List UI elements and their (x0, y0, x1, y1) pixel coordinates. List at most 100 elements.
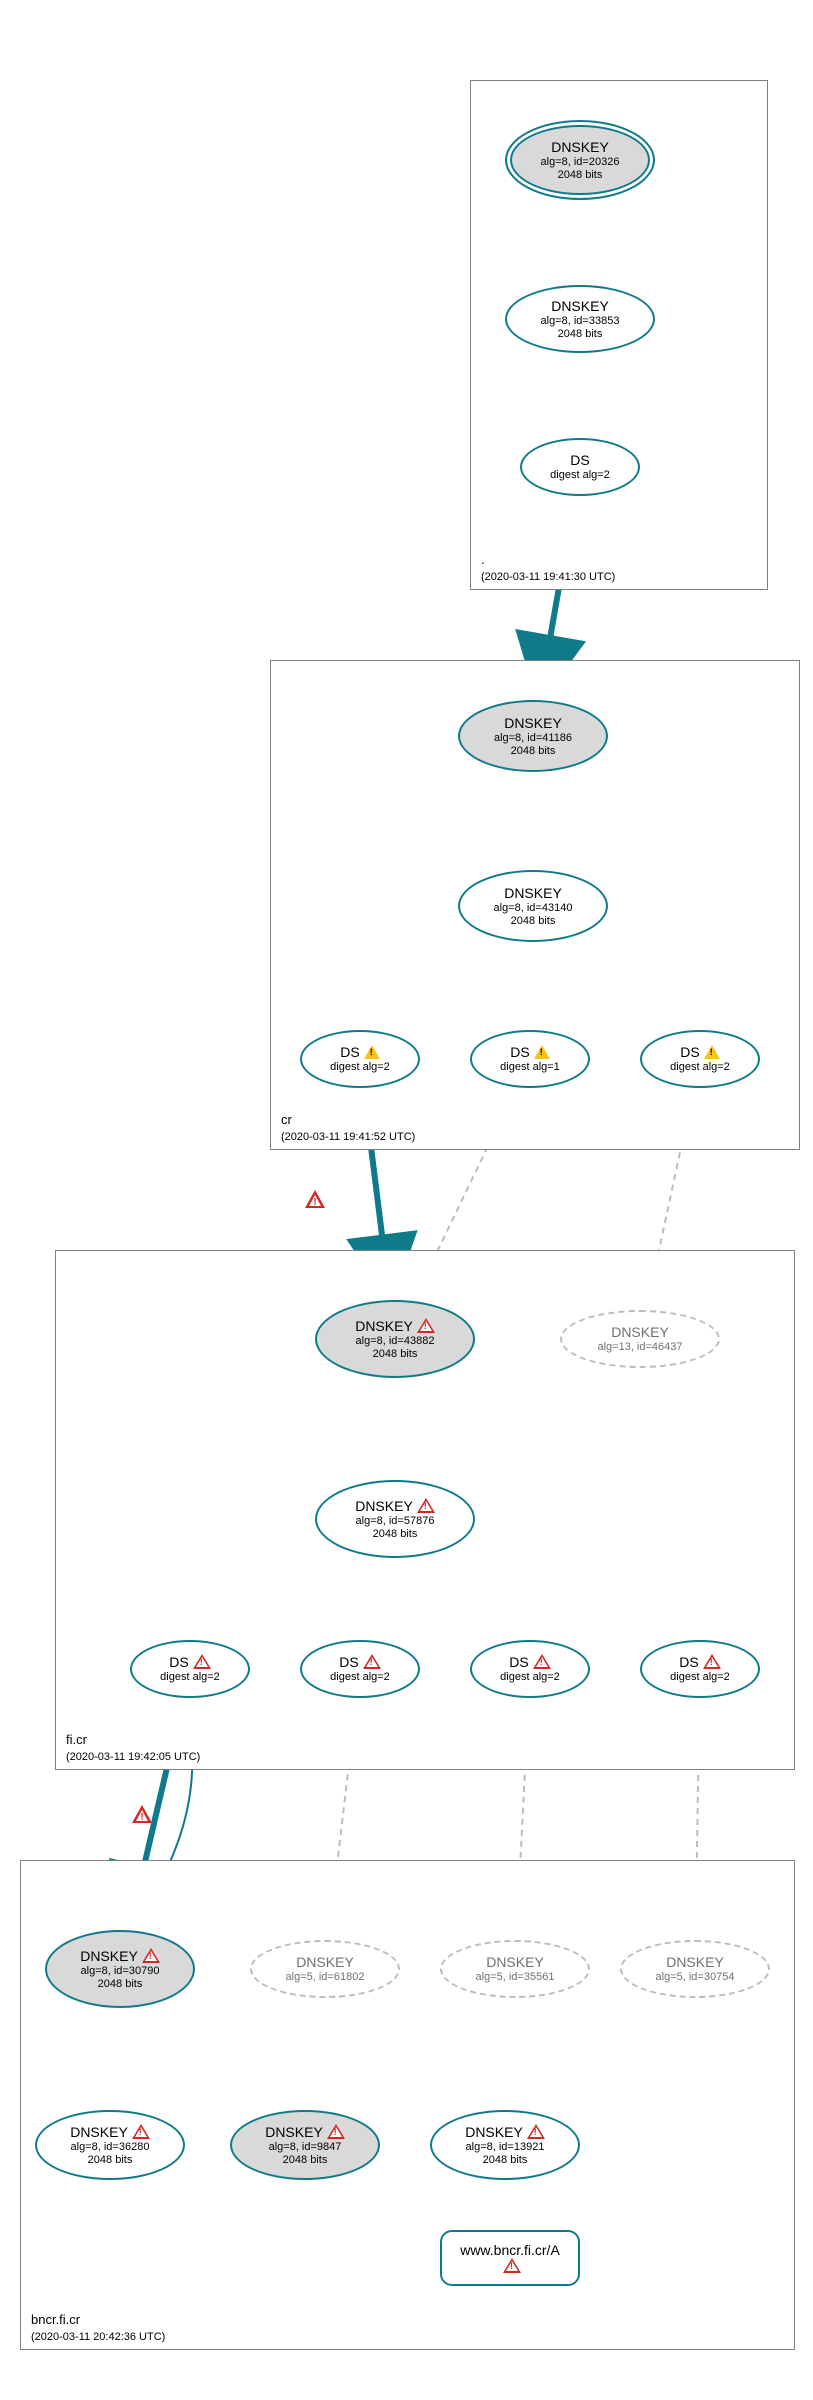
node-sub2: 2048 bits (511, 745, 556, 757)
node-sub: digest alg=2 (330, 1061, 390, 1075)
node-bn_a: www.bncr.fi.cr/A (440, 2230, 580, 2286)
node-sub: digest alg=1 (500, 1061, 560, 1075)
node-title: DS (509, 1654, 550, 1670)
node-sub: alg=8, id=20326 (541, 156, 620, 170)
node-sub: alg=8, id=41186 (494, 732, 572, 746)
error-icon (142, 1948, 160, 1963)
node-title: DNSKEY (504, 715, 562, 731)
node-title: DNSKEY (551, 139, 609, 155)
node-sub: digest alg=2 (330, 1671, 390, 1685)
node-title: DNSKEY (611, 1324, 669, 1340)
error-icon (193, 1654, 211, 1669)
zone-time: (2020-03-11 19:41:30 UTC) (481, 571, 615, 583)
warn-line (499, 2258, 521, 2274)
error-icon (417, 1498, 435, 1513)
warning-icon (364, 1045, 380, 1059)
node-title: DS (570, 452, 589, 468)
node-sub2: 2048 bits (98, 1978, 143, 1990)
node-fi_ds4: DSdigest alg=2 (640, 1640, 760, 1698)
zone-label: cr (281, 1112, 292, 1127)
node-sub2: 2048 bits (511, 915, 556, 927)
node-sub: alg=8, id=43882 (356, 1335, 435, 1349)
node-title: DNSKEY (551, 298, 609, 314)
error-icon (132, 2124, 150, 2139)
error-icon (503, 2258, 521, 2273)
zone-label: . (481, 552, 485, 567)
node-sub2: 2048 bits (373, 1528, 418, 1540)
svg-text:!: ! (140, 1812, 143, 1823)
node-root_ds: DSdigest alg=2 (520, 438, 640, 496)
node-title: DNSKEY (265, 2124, 345, 2140)
node-title: DS (680, 1044, 719, 1060)
node-sub: digest alg=2 (160, 1671, 220, 1685)
node-title: DS (169, 1654, 210, 1670)
node-sub: alg=8, id=43140 (494, 902, 573, 916)
node-title: DS (679, 1654, 720, 1670)
node-fi_ds2: DSdigest alg=2 (300, 1640, 420, 1698)
node-root_zsk: DNSKEYalg=8, id=338532048 bits (505, 285, 655, 353)
node-bn_dash1: DNSKEYalg=5, id=61802 (250, 1940, 400, 1998)
node-cr_ds2: DSdigest alg=1 (470, 1030, 590, 1088)
node-sub2: 2048 bits (373, 1348, 418, 1360)
node-bn_dash3: DNSKEYalg=5, id=30754 (620, 1940, 770, 1998)
node-title: DNSKEY (80, 1948, 160, 1964)
node-cr_zsk: DNSKEYalg=8, id=431402048 bits (458, 870, 608, 942)
node-fi_ds1: DSdigest alg=2 (130, 1640, 250, 1698)
error-icon (703, 1654, 721, 1669)
node-title: DNSKEY (70, 2124, 150, 2140)
node-title: DS (510, 1044, 549, 1060)
node-sub2: 2048 bits (283, 2154, 328, 2166)
node-cr_ksk: DNSKEYalg=8, id=411862048 bits (458, 700, 608, 772)
node-title: DS (339, 1654, 380, 1670)
zone-label: bncr.fi.cr (31, 2312, 80, 2327)
node-bn_ksk: DNSKEYalg=8, id=307902048 bits (45, 1930, 195, 2008)
node-fi_dash: DNSKEYalg=13, id=46437 (560, 1310, 720, 1368)
node-bn_z1: DNSKEYalg=8, id=362802048 bits (35, 2110, 185, 2180)
node-sub: alg=8, id=9847 (269, 2141, 342, 2155)
error-icon (417, 1318, 435, 1333)
node-fi_ds3: DSdigest alg=2 (470, 1640, 590, 1698)
node-sub: alg=5, id=35561 (476, 1971, 555, 1985)
node-sub: digest alg=2 (550, 469, 610, 483)
error-icon (327, 2124, 345, 2139)
node-title: www.bncr.fi.cr/A (460, 2242, 560, 2258)
node-title: DNSKEY (296, 1954, 354, 1970)
node-sub2: 2048 bits (483, 2154, 528, 2166)
node-sub: alg=8, id=30790 (81, 1965, 160, 1979)
zone-time: (2020-03-11 19:41:52 UTC) (281, 1131, 415, 1143)
node-bn_z2: DNSKEYalg=8, id=98472048 bits (230, 2110, 380, 2180)
node-sub: digest alg=2 (670, 1671, 730, 1685)
node-title: DNSKEY (355, 1498, 435, 1514)
node-sub: alg=8, id=13921 (466, 2141, 545, 2155)
node-sub: alg=13, id=46437 (597, 1341, 682, 1355)
zone-time: (2020-03-11 19:42:05 UTC) (66, 1751, 200, 1763)
node-title: DNSKEY (486, 1954, 544, 1970)
node-cr_ds3: DSdigest alg=2 (640, 1030, 760, 1088)
node-bn_dash2: DNSKEYalg=5, id=35561 (440, 1940, 590, 1998)
zone-time: (2020-03-11 20:42:36 UTC) (31, 2331, 165, 2343)
node-fi_ksk: DNSKEYalg=8, id=438822048 bits (315, 1300, 475, 1378)
node-sub: alg=5, id=30754 (656, 1971, 735, 1985)
node-title: DNSKEY (355, 1318, 435, 1334)
node-sub2: 2048 bits (558, 169, 603, 181)
node-sub2: 2048 bits (88, 2154, 133, 2166)
node-title: DS (340, 1044, 379, 1060)
node-sub: digest alg=2 (670, 1061, 730, 1075)
node-root_ksk: DNSKEYalg=8, id=203262048 bits (505, 120, 655, 200)
zone-label: fi.cr (66, 1732, 87, 1747)
node-title: DNSKEY (666, 1954, 724, 1970)
svg-text:!: ! (313, 1197, 316, 1208)
node-sub: digest alg=2 (500, 1671, 560, 1685)
node-sub: alg=5, id=61802 (286, 1971, 365, 1985)
node-sub: alg=8, id=36280 (71, 2141, 150, 2155)
node-cr_ds1: DSdigest alg=2 (300, 1030, 420, 1088)
warning-icon (704, 1045, 720, 1059)
node-sub: alg=8, id=57876 (356, 1515, 435, 1529)
node-title: DNSKEY (465, 2124, 545, 2140)
node-sub2: 2048 bits (558, 328, 603, 340)
error-icon (363, 1654, 381, 1669)
node-bn_z3: DNSKEYalg=8, id=139212048 bits (430, 2110, 580, 2180)
error-icon (527, 2124, 545, 2139)
warning-icon (534, 1045, 550, 1059)
node-sub: alg=8, id=33853 (541, 315, 620, 329)
